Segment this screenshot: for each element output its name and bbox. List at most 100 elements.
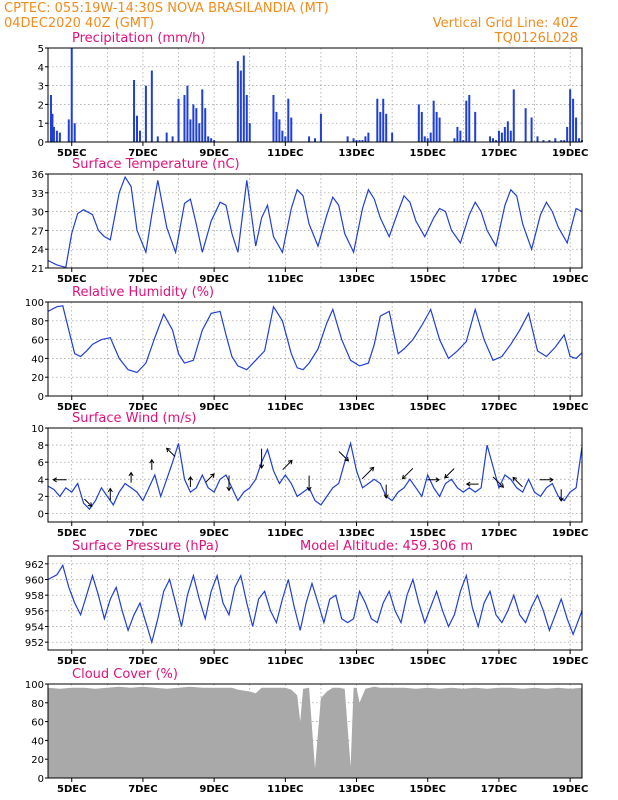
x-tick-label: 7DEC [128, 274, 157, 285]
x-tick-label: 7DEC [128, 784, 157, 795]
y-tick-label: 27 [31, 226, 44, 237]
precip-bar [435, 111, 438, 142]
precip-bar [548, 140, 551, 142]
precip-bar [70, 48, 73, 142]
y-tick-label: 100 [25, 298, 44, 309]
precip-bar [536, 136, 539, 142]
panel-subtitle-pressure: Model Altitude: 459.306 m [300, 539, 473, 554]
y-tick-label: 2 [38, 100, 44, 111]
precip-bar [509, 130, 512, 142]
x-tick-label: 5DEC [57, 274, 86, 285]
cloud-area [48, 686, 582, 778]
wind-vector-arrow [512, 476, 523, 488]
precip-bar [49, 95, 52, 142]
x-tick-label: 5DEC [57, 148, 86, 159]
precip-bar [144, 85, 147, 142]
precip-bar [560, 140, 563, 142]
precip-bar [572, 98, 575, 142]
precip-bar [379, 111, 382, 142]
wind-vector-arrow [539, 477, 554, 483]
wind-vector-arrow [444, 468, 455, 479]
precip-bar [438, 117, 441, 142]
precip-bar [352, 138, 355, 142]
panel-temp: Surface Temperature (nC) 21 24 27 30 33 36 5DEC… [31, 157, 588, 285]
panel-title-rh: Relative Humidity (%) [72, 285, 214, 300]
y-tick-label: 21 [31, 264, 44, 275]
precip-bar [492, 138, 494, 142]
precip-bar [566, 126, 569, 142]
wind-vector-arrow [187, 475, 193, 487]
y-tick-label: 30 [31, 208, 44, 219]
precip-bar [52, 126, 55, 142]
precip-bar [287, 98, 290, 142]
x-tick-label: 13DEC [338, 656, 374, 667]
x-tick-label: 9DEC [199, 402, 228, 413]
precip-bar [138, 130, 141, 142]
y-tick-label: 954 [25, 623, 44, 634]
precip-bar [423, 136, 426, 142]
series-line-pressure [47, 563, 583, 645]
precip-bar [432, 100, 435, 142]
x-tick-label: 13DEC [338, 402, 374, 413]
x-tick-label: 13DEC [338, 148, 374, 159]
x-tick-label: 19DEC [552, 274, 588, 285]
x-tick-label: 15DEC [410, 784, 446, 795]
panels: Precipitation (mm/h) 0 1 2 3 4 5 5DEC 7DEC 9DEC 11… [25, 31, 588, 795]
wind-vector-arrow [306, 475, 312, 492]
precip-bar [314, 138, 316, 142]
precip-bar [177, 98, 180, 142]
wind-vector-arrow [361, 466, 375, 480]
precip-bar [494, 140, 497, 142]
precip-bar [55, 130, 58, 142]
x-tick-label: 7DEC [128, 148, 157, 159]
x-tick-label: 11DEC [267, 528, 303, 539]
y-tick-label: 6 [38, 458, 44, 469]
wind-vector-arrow [226, 475, 232, 492]
panel-precip: Precipitation (mm/h) 0 1 2 3 4 5 5DEC 7DEC 9DEC 11… [38, 31, 589, 159]
wind-vector-arrow [52, 477, 67, 483]
wind-vector-arrow [401, 467, 414, 480]
y-tick-label: 80 [31, 699, 44, 710]
x-tick-label: 15DEC [410, 528, 446, 539]
panel-frame-pressure [47, 555, 583, 651]
precip-bar [391, 132, 394, 142]
series-line-wind [47, 441, 583, 511]
x-tick-label: 9DEC [199, 784, 228, 795]
y-tick-label: 80 [31, 317, 44, 328]
x-tick-label: 11DEC [267, 784, 303, 795]
precip-bar [512, 89, 515, 142]
precip-bar [165, 132, 168, 142]
panel-title-wind: Surface Wind (m/s) [72, 411, 196, 426]
precip-bar [272, 95, 275, 142]
series-line-rh [47, 305, 583, 374]
precip-bar [195, 108, 198, 142]
precip-bar [198, 123, 201, 142]
precip-bar [67, 119, 70, 142]
precip-bar [429, 132, 432, 142]
precip-bar [524, 108, 527, 142]
precip-bar [456, 126, 459, 142]
wind-vector-arrow [558, 489, 564, 502]
precip-bar [569, 89, 572, 142]
y-tick-label: 958 [25, 591, 44, 602]
x-tick-label: 19DEC [552, 148, 588, 159]
y-tick-label: 0 [38, 774, 44, 785]
precip-bar [554, 138, 557, 142]
wind-vector-arrow [166, 447, 176, 457]
precip-bar [417, 104, 420, 142]
precip-bar [355, 140, 358, 142]
panel-title-temp: Surface Temperature (nC) [72, 157, 240, 172]
precip-bar [563, 140, 566, 142]
y-tick-label: 20 [31, 373, 44, 384]
precip-bar [420, 111, 423, 142]
x-tick-label: 11DEC [267, 274, 303, 285]
y-tick-label: 5 [38, 44, 44, 55]
x-tick-label: 11DEC [267, 148, 303, 159]
y-tick-label: 0 [38, 138, 44, 149]
x-tick-label: 17DEC [481, 274, 517, 285]
x-tick-label: 17DEC [481, 656, 517, 667]
precip-bar [319, 113, 322, 142]
y-tick-label: 962 [25, 560, 44, 571]
y-tick-label: 0 [38, 509, 44, 520]
